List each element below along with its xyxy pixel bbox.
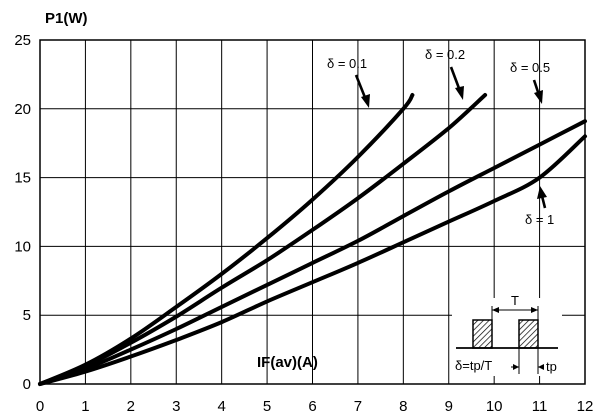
y-axis-title: P1(W) <box>45 10 88 27</box>
pulse-2 <box>518 319 539 349</box>
pulse-inset: T tp δ=tp/T <box>452 293 562 376</box>
plot-frame <box>39 39 586 385</box>
x-tick-label: 0 <box>36 398 44 415</box>
y-tick-labels: 0 5 10 15 20 25 <box>14 32 31 393</box>
arrow-delta-0-1 <box>354 74 370 108</box>
series-line-0 <box>38 93 415 386</box>
y-tick-label: 5 <box>23 307 31 324</box>
x-tick-label: 11 <box>532 398 548 415</box>
y-tick-label: 20 <box>14 101 31 118</box>
label-delta-0-1: δ = 0.1 <box>327 56 367 71</box>
pulse-1 <box>472 319 493 349</box>
series-line-1 <box>38 93 488 386</box>
x-tick-label: 3 <box>172 398 180 415</box>
x-tick-label: 7 <box>354 398 362 415</box>
x-tick-label: 4 <box>217 398 225 415</box>
arrow-delta-0-2 <box>449 66 464 100</box>
y-tick-label: 15 <box>14 170 31 187</box>
x-tick-labels: 0 1 2 3 4 5 6 7 8 9 10 11 12 <box>36 398 594 415</box>
inset-formula: δ=tp/T <box>455 358 492 373</box>
y-tick-label: 25 <box>14 32 31 49</box>
label-delta-1: δ = 1 <box>525 212 554 227</box>
x-tick-label: 10 <box>486 398 503 415</box>
x-tick-label: 9 <box>445 398 453 415</box>
x-tick-label: 8 <box>399 398 407 415</box>
label-delta-0-5: δ = 0.5 <box>510 60 550 75</box>
y-tick-label: 0 <box>23 376 31 393</box>
x-tick-label: 2 <box>127 398 135 415</box>
x-tick-label: 1 <box>81 398 89 415</box>
inset-pulse-label: tp <box>546 359 557 374</box>
x-axis-title: IF(av)(A) <box>257 354 318 371</box>
series-line-2 <box>38 119 587 386</box>
label-delta-0-2: δ = 0.2 <box>425 47 465 62</box>
x-tick-label: 6 <box>308 398 316 415</box>
x-tick-label: 12 <box>577 398 594 415</box>
series-line-3 <box>38 134 587 386</box>
arrow-delta-0-5 <box>532 79 543 104</box>
x-tick-label: 5 <box>263 398 271 415</box>
inset-period-label: T <box>511 293 519 308</box>
y-tick-label: 10 <box>14 238 31 255</box>
series <box>38 93 587 386</box>
arrow-delta-1 <box>537 186 547 209</box>
